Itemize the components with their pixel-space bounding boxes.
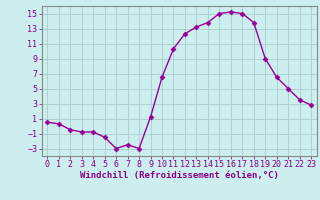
X-axis label: Windchill (Refroidissement éolien,°C): Windchill (Refroidissement éolien,°C) [80,171,279,180]
